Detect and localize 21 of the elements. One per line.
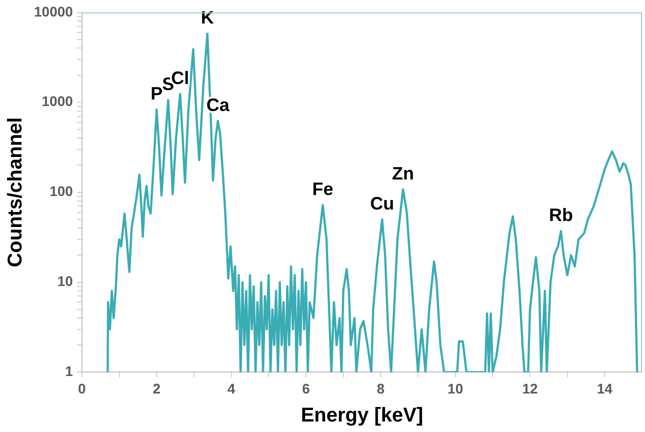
x-tick-label: 4 [227, 380, 236, 396]
x-tick-label: 2 [152, 380, 161, 396]
x-tick-label: 12 [522, 380, 538, 396]
annotation: Zn [392, 163, 414, 184]
y-tick-label: 1 [65, 363, 74, 380]
x-tick-label: 0 [78, 380, 86, 396]
annotation: Rb [548, 205, 573, 226]
annotation: K [200, 8, 214, 28]
y-tick-label: 1000 [42, 93, 74, 110]
y-axis-title: Counts/channel [4, 117, 27, 268]
y-tick-label: 10000 [34, 3, 74, 20]
y-tick-label: 100 [50, 183, 74, 200]
annotation: Cu [370, 193, 394, 214]
x-tick-label: 8 [376, 380, 385, 396]
annotation: P [150, 84, 163, 104]
annotation: Fe [312, 179, 334, 200]
y-tick-label: 10 [57, 273, 74, 290]
x-tick-label: 10 [448, 380, 464, 396]
x-tick-label: 14 [596, 380, 613, 396]
x-axis-title: Energy [keV] [300, 404, 424, 427]
x-tick-label: 6 [302, 380, 310, 396]
